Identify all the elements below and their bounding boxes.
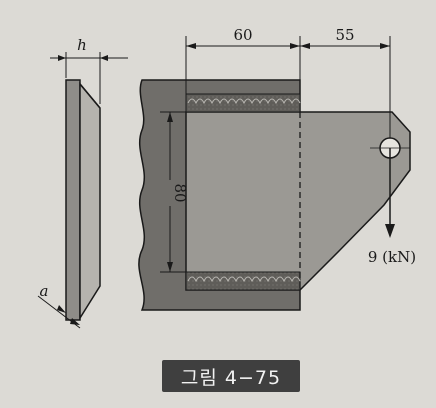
dim-60-label: 60: [233, 26, 252, 44]
dim-h-label: h: [77, 36, 87, 54]
figure-caption: 그림 4−75: [162, 360, 300, 392]
side-plate: [65, 79, 81, 321]
top-weld: [185, 93, 301, 113]
side-view: h a: [37, 36, 128, 329]
front-view: 60 55 80 9 (kN): [138, 26, 416, 311]
dim-80-label: 80: [171, 183, 189, 202]
bottom-weld: [185, 271, 301, 291]
side-bracket: [79, 81, 101, 321]
load-label: 9 (kN): [368, 248, 416, 266]
dim-55-label: 55: [335, 26, 354, 44]
dim-a-label: a: [40, 282, 49, 300]
figure-caption-text: 그림 4−75: [180, 366, 282, 389]
